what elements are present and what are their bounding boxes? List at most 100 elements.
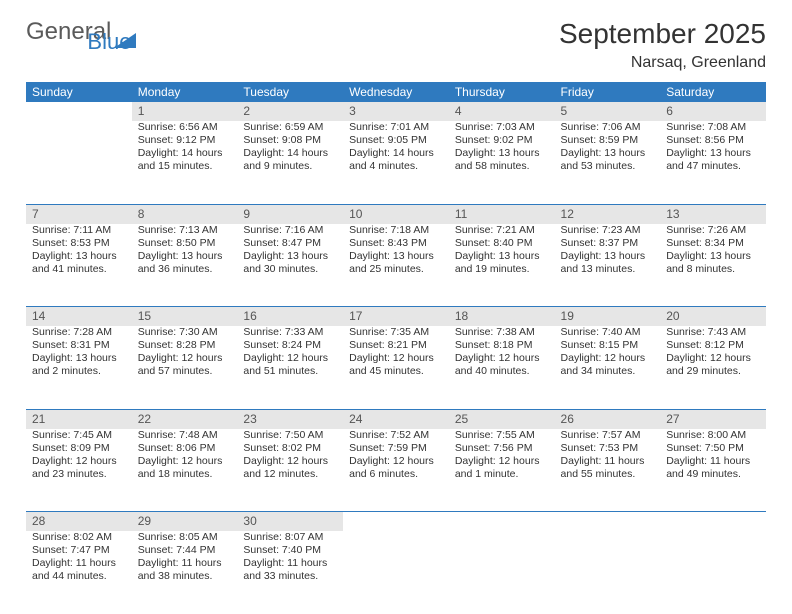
brand-part2: Blue: [87, 29, 131, 55]
sunset-text: Sunset: 8:02 PM: [243, 442, 337, 455]
day-cell: Sunrise: 7:45 AMSunset: 8:09 PMDaylight:…: [26, 429, 132, 512]
calendar-weekday-header: Sunday Monday Tuesday Wednesday Thursday…: [26, 82, 766, 102]
daylight-text: and 19 minutes.: [455, 263, 549, 276]
day-number-cell: [343, 512, 449, 532]
day-cell: Sunrise: 7:16 AMSunset: 8:47 PMDaylight:…: [237, 224, 343, 307]
daylight-text: and 15 minutes.: [138, 160, 232, 173]
sunrise-text: Sunrise: 7:23 AM: [561, 224, 655, 237]
sunset-text: Sunset: 9:08 PM: [243, 134, 337, 147]
day-cell: Sunrise: 7:50 AMSunset: 8:02 PMDaylight:…: [237, 429, 343, 512]
day-cell: Sunrise: 7:06 AMSunset: 8:59 PMDaylight:…: [555, 121, 661, 204]
day-cell: [26, 121, 132, 204]
daylight-text: Daylight: 12 hours: [243, 455, 337, 468]
sunrise-text: Sunrise: 6:56 AM: [138, 121, 232, 134]
daylight-text: Daylight: 13 hours: [455, 250, 549, 263]
daylight-text: and 36 minutes.: [138, 263, 232, 276]
daylight-text: Daylight: 12 hours: [243, 352, 337, 365]
sunrise-text: Sunrise: 7:26 AM: [666, 224, 760, 237]
daylight-text: and 40 minutes.: [455, 365, 549, 378]
daylight-text: and 44 minutes.: [32, 570, 126, 583]
daylight-text: and 6 minutes.: [349, 468, 443, 481]
day-cell: Sunrise: 8:02 AMSunset: 7:47 PMDaylight:…: [26, 531, 132, 614]
sunrise-text: Sunrise: 7:40 AM: [561, 326, 655, 339]
daylight-text: and 2 minutes.: [32, 365, 126, 378]
sunrise-text: Sunrise: 7:01 AM: [349, 121, 443, 134]
sunrise-text: Sunrise: 7:35 AM: [349, 326, 443, 339]
daylight-text: Daylight: 12 hours: [455, 455, 549, 468]
sunset-text: Sunset: 8:18 PM: [455, 339, 549, 352]
day-cell: Sunrise: 7:21 AMSunset: 8:40 PMDaylight:…: [449, 224, 555, 307]
sunrise-text: Sunrise: 7:21 AM: [455, 224, 549, 237]
day-cell: Sunrise: 8:07 AMSunset: 7:40 PMDaylight:…: [237, 531, 343, 614]
sunrise-text: Sunrise: 7:48 AM: [138, 429, 232, 442]
daylight-text: and 4 minutes.: [349, 160, 443, 173]
sunrise-text: Sunrise: 8:00 AM: [666, 429, 760, 442]
weekday-heading: Wednesday: [343, 82, 449, 102]
day-number-cell: 23: [237, 409, 343, 429]
daylight-text: Daylight: 13 hours: [32, 352, 126, 365]
sunset-text: Sunset: 7:44 PM: [138, 544, 232, 557]
daylight-text: Daylight: 13 hours: [243, 250, 337, 263]
day-cell: [449, 531, 555, 614]
sunset-text: Sunset: 8:43 PM: [349, 237, 443, 250]
sunrise-text: Sunrise: 7:18 AM: [349, 224, 443, 237]
daylight-text: and 13 minutes.: [561, 263, 655, 276]
sunrise-text: Sunrise: 7:57 AM: [561, 429, 655, 442]
title-block: September 2025 Narsaq, Greenland: [559, 18, 766, 72]
daylight-text: and 53 minutes.: [561, 160, 655, 173]
daylight-text: and 55 minutes.: [561, 468, 655, 481]
day-cell: Sunrise: 7:03 AMSunset: 9:02 PMDaylight:…: [449, 121, 555, 204]
page-header: General Blue September 2025 Narsaq, Gree…: [26, 18, 766, 72]
day-cell: Sunrise: 7:18 AMSunset: 8:43 PMDaylight:…: [343, 224, 449, 307]
day-number-cell: 22: [132, 409, 238, 429]
sunset-text: Sunset: 8:12 PM: [666, 339, 760, 352]
day-cell: [343, 531, 449, 614]
daylight-text: and 47 minutes.: [666, 160, 760, 173]
sunrise-text: Sunrise: 8:05 AM: [138, 531, 232, 544]
daylight-text: and 1 minute.: [455, 468, 549, 481]
month-title: September 2025: [559, 18, 766, 50]
weekday-heading: Sunday: [26, 82, 132, 102]
daylight-text: and 38 minutes.: [138, 570, 232, 583]
location-label: Narsaq, Greenland: [559, 54, 766, 72]
sunset-text: Sunset: 9:12 PM: [138, 134, 232, 147]
day-cell: Sunrise: 7:38 AMSunset: 8:18 PMDaylight:…: [449, 326, 555, 409]
day-number-cell: 9: [237, 204, 343, 224]
day-number-cell: 21: [26, 409, 132, 429]
sunset-text: Sunset: 7:47 PM: [32, 544, 126, 557]
sunrise-text: Sunrise: 7:45 AM: [32, 429, 126, 442]
weekday-heading: Monday: [132, 82, 238, 102]
daylight-text: and 33 minutes.: [243, 570, 337, 583]
sunset-text: Sunset: 7:40 PM: [243, 544, 337, 557]
sunset-text: Sunset: 8:59 PM: [561, 134, 655, 147]
daylight-text: and 51 minutes.: [243, 365, 337, 378]
day-cell: Sunrise: 7:57 AMSunset: 7:53 PMDaylight:…: [555, 429, 661, 512]
calendar-page: General Blue September 2025 Narsaq, Gree…: [0, 0, 792, 612]
sunrise-text: Sunrise: 7:38 AM: [455, 326, 549, 339]
day-cell: Sunrise: 7:30 AMSunset: 8:28 PMDaylight:…: [132, 326, 238, 409]
day-number-cell: 14: [26, 307, 132, 327]
day-number-cell: 18: [449, 307, 555, 327]
sunrise-text: Sunrise: 7:28 AM: [32, 326, 126, 339]
daylight-text: Daylight: 12 hours: [32, 455, 126, 468]
daylight-text: and 9 minutes.: [243, 160, 337, 173]
day-number-cell: 2: [237, 102, 343, 121]
day-cell: Sunrise: 7:55 AMSunset: 7:56 PMDaylight:…: [449, 429, 555, 512]
day-cell: Sunrise: 6:56 AMSunset: 9:12 PMDaylight:…: [132, 121, 238, 204]
daylight-text: Daylight: 14 hours: [349, 147, 443, 160]
day-cell: Sunrise: 7:13 AMSunset: 8:50 PMDaylight:…: [132, 224, 238, 307]
weekday-heading: Thursday: [449, 82, 555, 102]
day-number-cell: [26, 102, 132, 121]
sunrise-text: Sunrise: 7:16 AM: [243, 224, 337, 237]
daylight-text: Daylight: 11 hours: [666, 455, 760, 468]
sunset-text: Sunset: 8:53 PM: [32, 237, 126, 250]
day-number-cell: 29: [132, 512, 238, 532]
brand-logo: General Blue: [26, 18, 158, 46]
daylight-text: and 30 minutes.: [243, 263, 337, 276]
day-number-cell: 3: [343, 102, 449, 121]
sunset-text: Sunset: 8:28 PM: [138, 339, 232, 352]
sunrise-text: Sunrise: 8:02 AM: [32, 531, 126, 544]
daylight-text: and 58 minutes.: [455, 160, 549, 173]
day-number-cell: 7: [26, 204, 132, 224]
daylight-text: and 49 minutes.: [666, 468, 760, 481]
